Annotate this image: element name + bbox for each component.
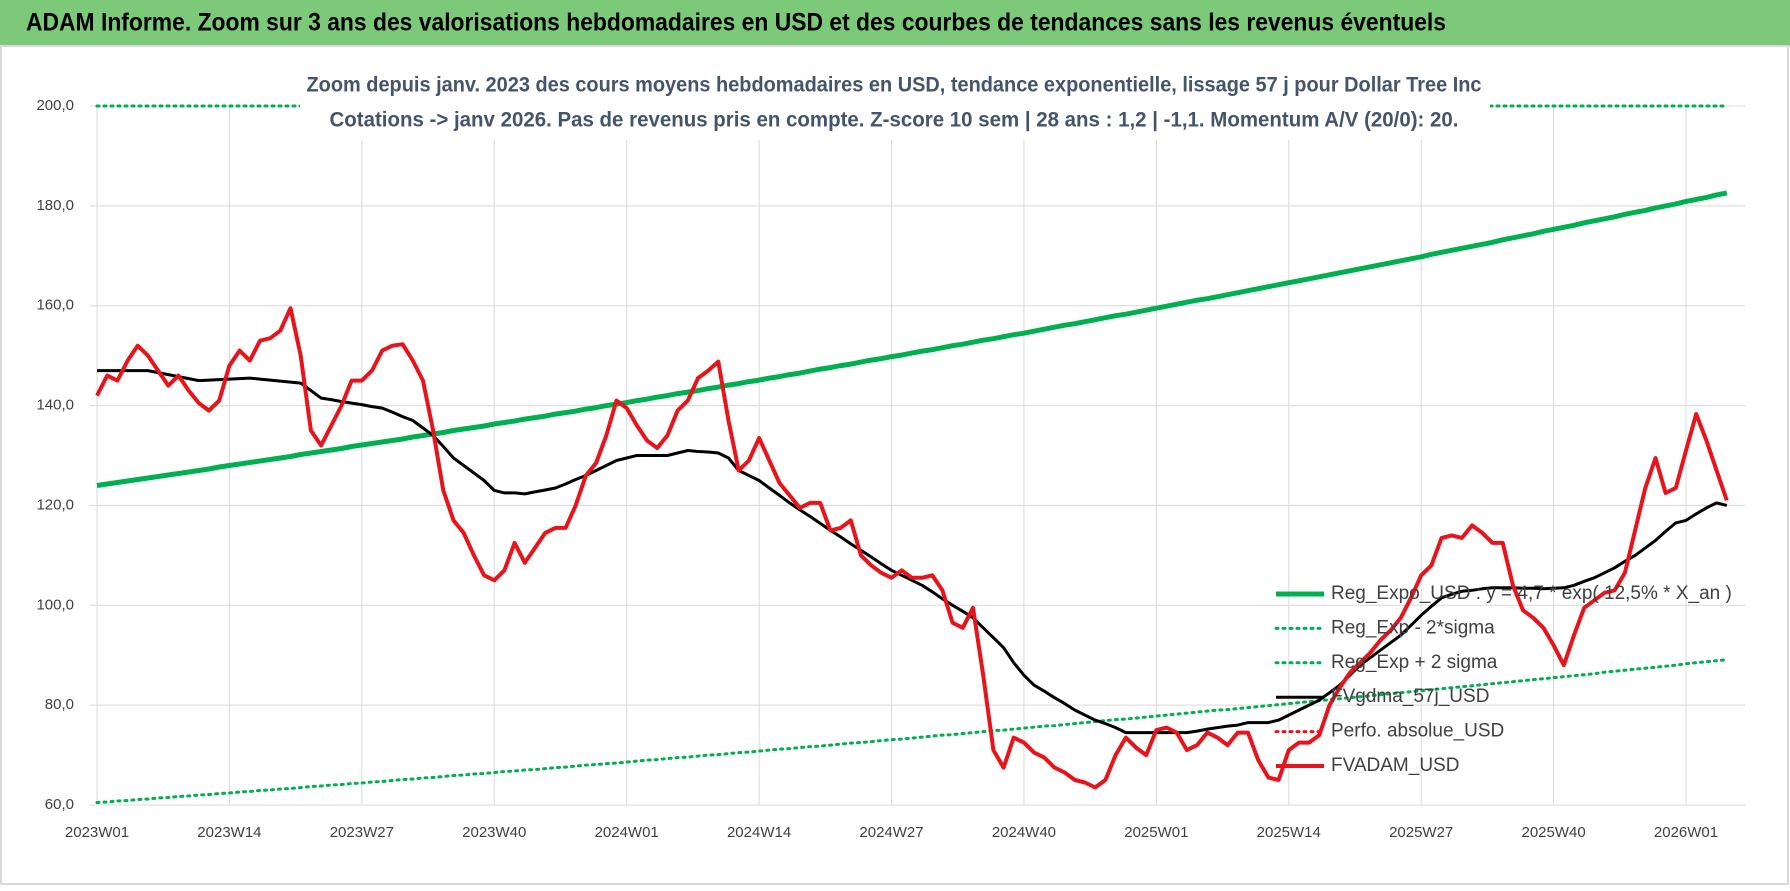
legend: Reg_Expo_USD : y = 4,7 * exp( 12,5% * X_… [1274, 583, 1732, 776]
y-tick-label: 60,0 [45, 796, 74, 813]
legend-label: Reg_Expo_USD : y = 4,7 * exp( 12,5% * X_… [1331, 583, 1732, 604]
x-tick-label: 2025W40 [1521, 824, 1585, 841]
y-tick-label: 160,0 [36, 297, 74, 314]
y-tick-label: 140,0 [36, 397, 74, 414]
y-tick-label: 120,0 [36, 496, 74, 513]
chart-title: ADAM Informe. Zoom sur 3 ans des valoris… [26, 9, 1446, 37]
legend-label: FVADAM_USD [1331, 755, 1459, 776]
legend-label: Reg_Exp + 2 sigma [1331, 652, 1498, 673]
series-line [95, 658, 1729, 804]
grid: 60,0 80,0 100,0 120,0 140,0 160,0 180,0 200,0 20… [36, 97, 1745, 841]
x-tick-label: 2023W01 [65, 824, 129, 841]
x-tick-label: 2024W14 [727, 824, 791, 841]
chart-subtitle: Zoom depuis janv. 2023 des cours moyens … [307, 74, 1482, 97]
x-tick-label: 2023W40 [462, 824, 526, 841]
y-tick-label: 80,0 [45, 696, 74, 713]
y-tick-label: 180,0 [36, 197, 74, 214]
series-line [97, 369, 1728, 735]
x-tick-label: 2023W27 [330, 824, 394, 841]
legend-label: FVgdma_57j_USD [1331, 686, 1489, 707]
x-tick-label: 2026W01 [1654, 824, 1718, 841]
legend-label: Reg_Exp - 2*sigma [1331, 617, 1495, 638]
header-bar [0, 0, 1790, 46]
y-tick-label: 200,0 [36, 97, 74, 114]
x-tick-label: 2025W27 [1389, 824, 1453, 841]
x-tick-label: 2024W27 [859, 824, 923, 841]
chart-subtitle: Cotations -> janv 2026. Pas de revenus p… [330, 109, 1459, 132]
frame [0, 45, 1789, 885]
x-tick-label: 2024W01 [595, 824, 659, 841]
x-tick-label: 2023W14 [197, 824, 261, 841]
series-line [95, 306, 1729, 790]
subtitle-background [300, 68, 1490, 140]
x-tick-label: 2025W14 [1257, 824, 1321, 841]
x-tick-label: 2025W01 [1124, 824, 1188, 841]
x-tick-label: 2024W40 [992, 824, 1056, 841]
legend-label: Perfo. absolue_USD [1331, 721, 1504, 742]
series-line [96, 190, 1728, 488]
y-tick-label: 100,0 [36, 596, 74, 613]
